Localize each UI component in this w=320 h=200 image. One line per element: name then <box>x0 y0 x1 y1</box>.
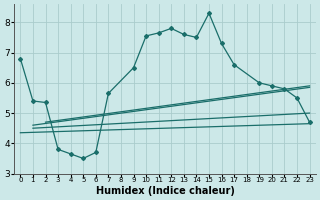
X-axis label: Humidex (Indice chaleur): Humidex (Indice chaleur) <box>96 186 234 196</box>
